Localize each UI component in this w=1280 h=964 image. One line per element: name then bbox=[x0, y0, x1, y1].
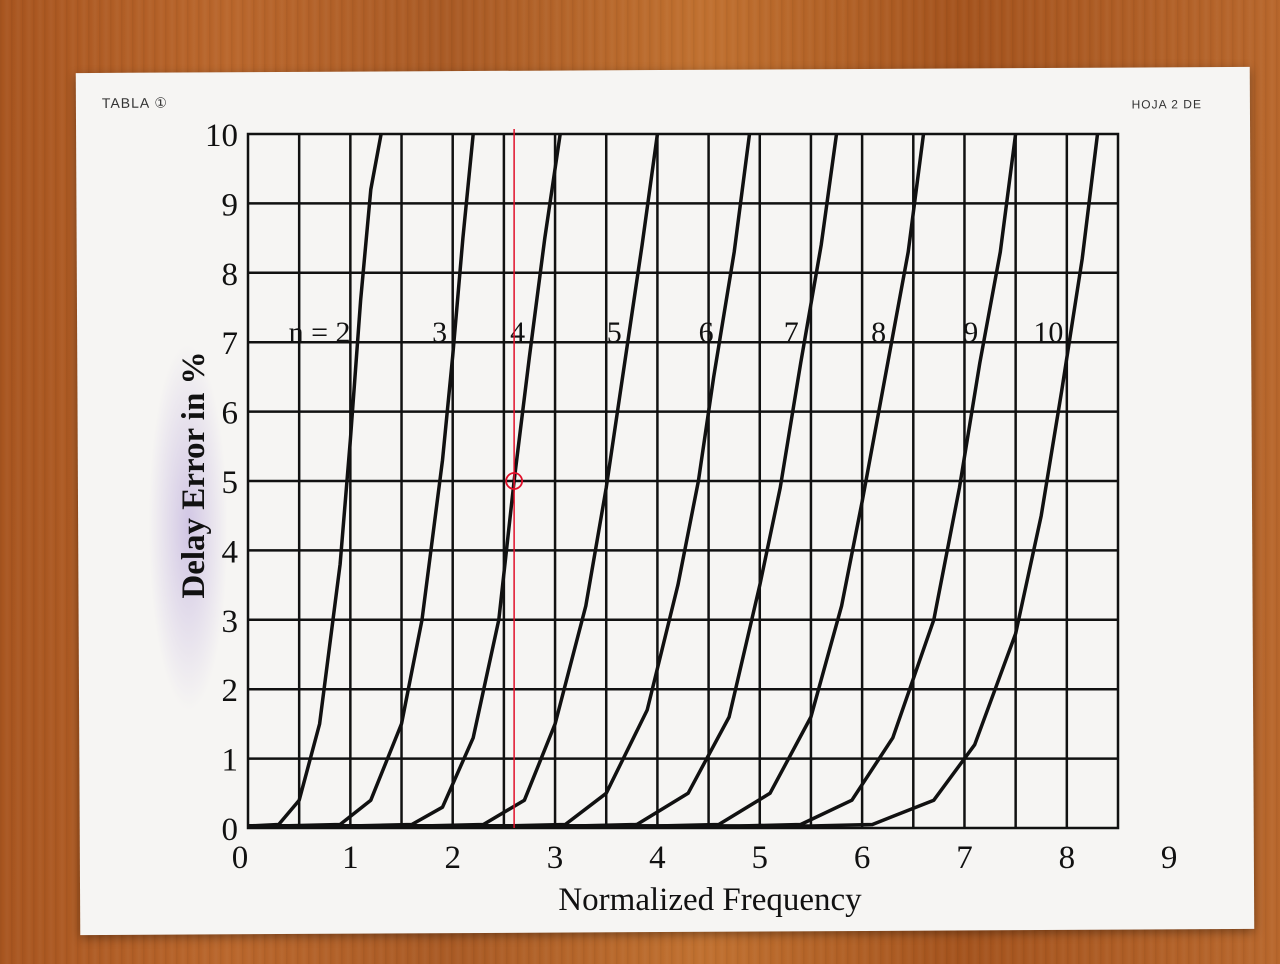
y-tick-label: 10 bbox=[205, 118, 238, 154]
x-tick-label: 3 bbox=[547, 840, 564, 876]
curve-labels: n = 2 3 4 5 6 7 8 9 10 bbox=[289, 316, 1064, 349]
y-tick-label: 0 bbox=[222, 812, 239, 848]
grid-lines bbox=[246, 132, 1120, 830]
y-tick-label: 9 bbox=[222, 187, 239, 223]
x-tick-label: 7 bbox=[956, 840, 973, 876]
annotations bbox=[505, 129, 524, 828]
x-tick-label: 1 bbox=[342, 840, 359, 876]
series-label: 7 bbox=[784, 316, 799, 349]
y-tick-label: 4 bbox=[222, 534, 239, 570]
y-tick-label: 1 bbox=[222, 743, 239, 779]
tick-labels: 0 1 2 3 4 5 6 7 8 9 10 0 1 2 3 4 5 6 7 8 9 bbox=[205, 118, 1177, 876]
y-tick-label: 5 bbox=[222, 465, 239, 501]
y-tick-label: 6 bbox=[222, 396, 239, 432]
series-label: 10 bbox=[1033, 316, 1063, 349]
x-tick-label: 9 bbox=[1161, 840, 1178, 876]
series-line bbox=[248, 133, 1100, 828]
series-label: n = 2 bbox=[289, 316, 351, 349]
series-label: 3 bbox=[432, 316, 447, 349]
series-label: 9 bbox=[963, 316, 978, 349]
x-tick-label: 2 bbox=[444, 840, 461, 876]
y-tick-label: 2 bbox=[222, 673, 239, 709]
curves bbox=[247, 133, 1100, 828]
x-tick-label: 0 bbox=[232, 840, 249, 876]
x-tick-label: 6 bbox=[854, 840, 871, 876]
series-label: 6 bbox=[699, 316, 714, 349]
series-label: 8 bbox=[871, 316, 886, 349]
y-axis-title: Delay Error in % bbox=[176, 351, 212, 598]
y-tick-label: 3 bbox=[222, 604, 239, 640]
series-line bbox=[247, 133, 383, 828]
x-axis-title: Normalized Frequency bbox=[558, 882, 862, 918]
x-tick-label: 8 bbox=[1059, 840, 1076, 876]
series-label: 4 bbox=[510, 316, 525, 349]
y-tick-label: 7 bbox=[222, 326, 239, 362]
series-label: 5 bbox=[607, 316, 622, 349]
y-tick-label: 8 bbox=[222, 257, 239, 293]
red-circle-marker bbox=[505, 472, 524, 490]
x-tick-label: 4 bbox=[649, 840, 666, 876]
x-tick-label: 5 bbox=[752, 840, 769, 876]
